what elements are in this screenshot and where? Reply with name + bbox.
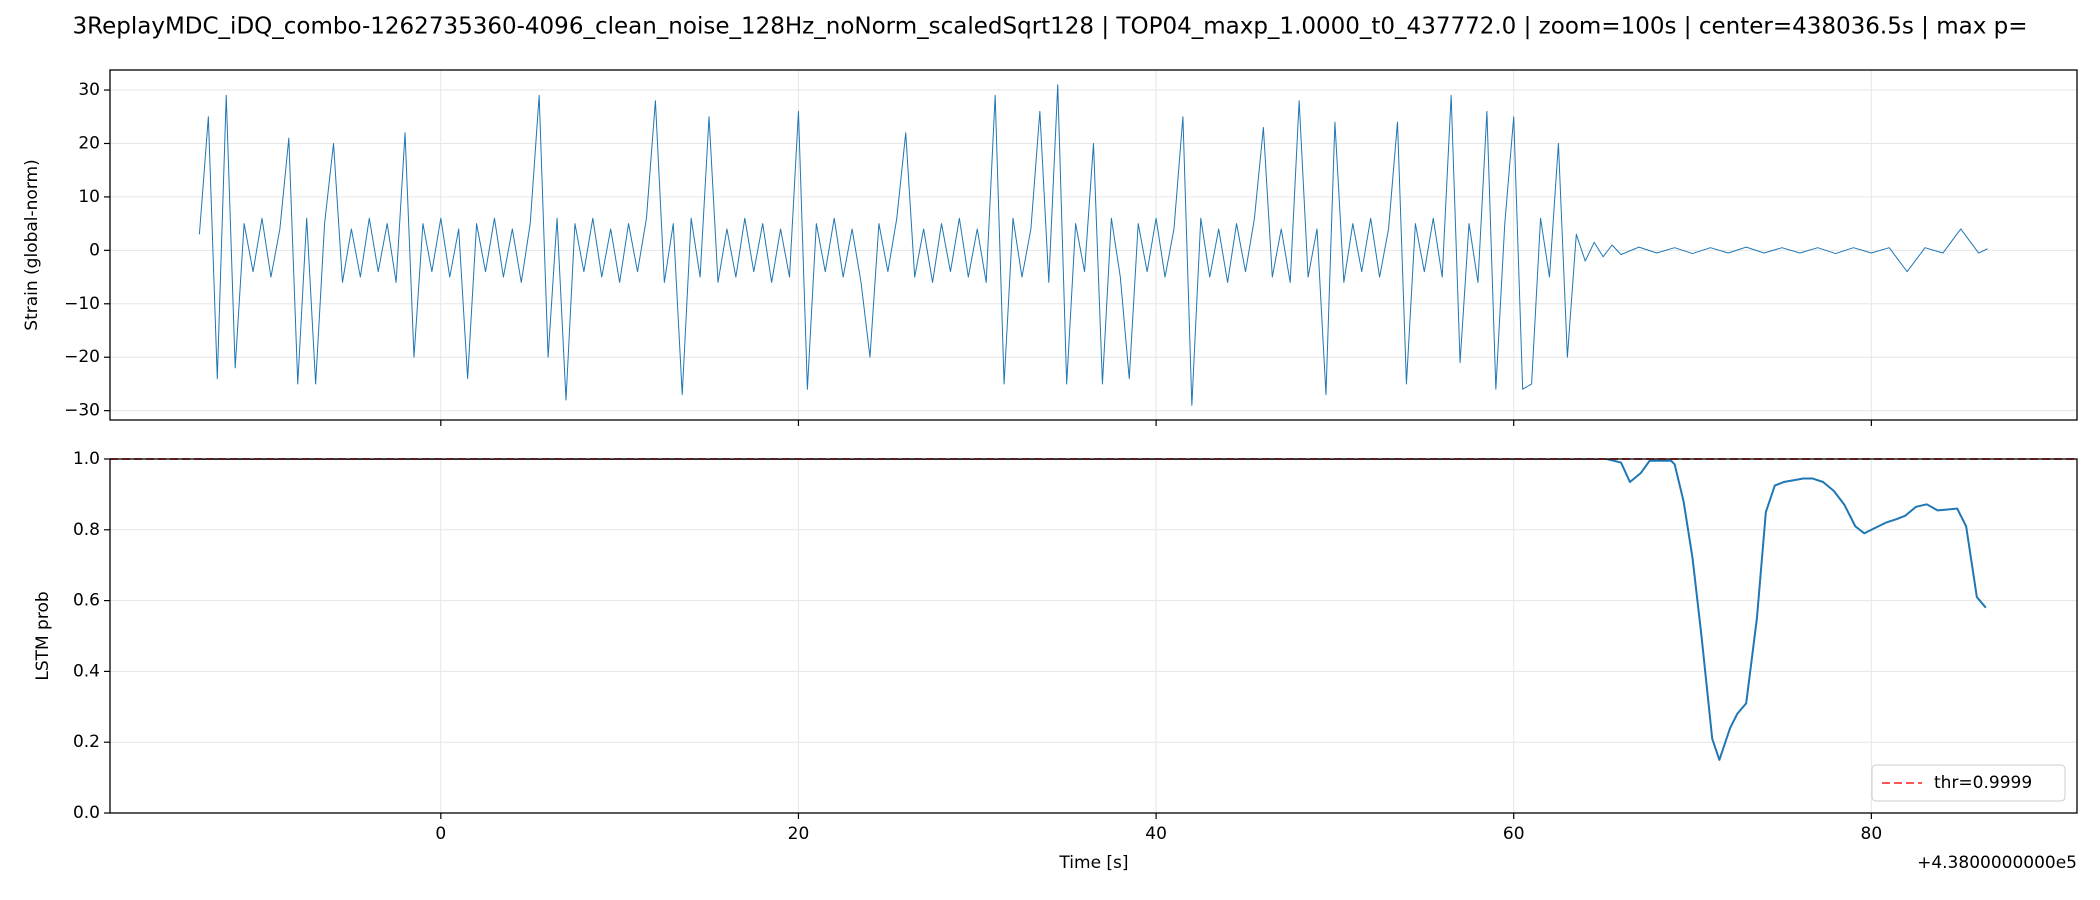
x-tick-label: 0 bbox=[435, 824, 446, 844]
y-tick-label: 0.2 bbox=[73, 732, 100, 752]
axes-frame bbox=[109, 69, 2078, 421]
axes-frame bbox=[109, 458, 2078, 814]
figure-title: 3ReplayMDC_iDQ_combo-1262735360-4096_cle… bbox=[73, 14, 2028, 40]
x-tick-label: 20 bbox=[788, 824, 810, 844]
x-offset-label: +4.3800000000e5 bbox=[1917, 853, 2077, 873]
data-line bbox=[198, 84, 1988, 406]
y-tick-label: 1.0 bbox=[73, 449, 100, 469]
x-tick-label: 40 bbox=[1145, 824, 1167, 844]
x-tick-label: 80 bbox=[1861, 824, 1883, 844]
y-tick-label: −10 bbox=[64, 294, 100, 314]
y-tick-label: 0.0 bbox=[73, 803, 100, 823]
y-tick-label: 20 bbox=[78, 133, 100, 153]
legend-box bbox=[1871, 764, 2066, 802]
y-tick-label: −20 bbox=[64, 347, 100, 367]
x-tick-label: 60 bbox=[1503, 824, 1525, 844]
y-axis-label: LSTM prob bbox=[33, 591, 53, 680]
y-tick-label: −30 bbox=[64, 401, 100, 421]
y-axis-label: Strain (global-norm) bbox=[22, 159, 42, 330]
y-tick-label: 0 bbox=[89, 240, 100, 260]
y-tick-label: 30 bbox=[78, 80, 100, 100]
y-tick-label: 0.6 bbox=[73, 591, 100, 611]
y-tick-label: 0.4 bbox=[73, 661, 100, 681]
legend-label: thr=0.9999 bbox=[1934, 773, 2032, 793]
y-tick-label: 0.8 bbox=[73, 520, 100, 540]
data-line bbox=[199, 459, 1987, 761]
y-tick-label: 10 bbox=[78, 187, 100, 207]
x-axis-label: Time [s] bbox=[1058, 853, 1128, 873]
